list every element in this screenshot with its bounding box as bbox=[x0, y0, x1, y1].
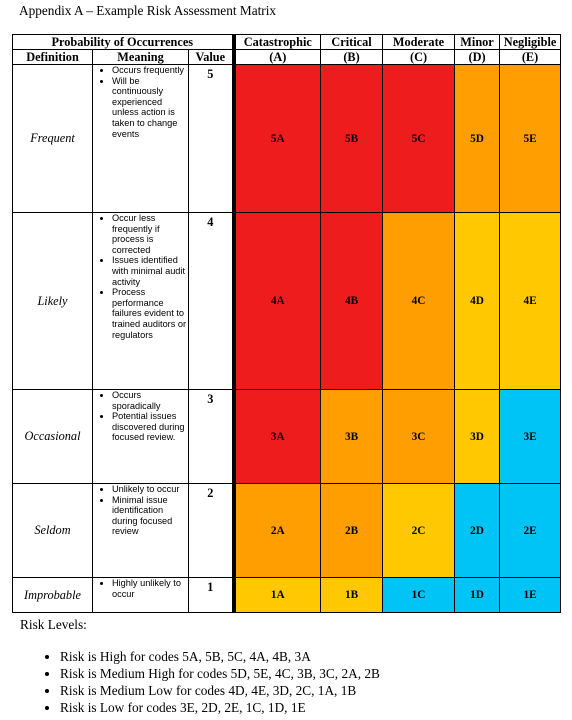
risk-cell: 2C bbox=[382, 483, 456, 578]
risk-cell: 3B bbox=[320, 389, 384, 484]
risk-cell: 3E bbox=[499, 389, 562, 484]
meaning-item: Process performance failures evident to … bbox=[112, 287, 188, 340]
value-cell: 4 bbox=[187, 212, 235, 390]
meaning-item: Minimal issue identification during focu… bbox=[112, 495, 188, 537]
matrix-row-likely: Likely Occur less frequently if process … bbox=[12, 212, 562, 390]
meaning-item: Occurs sporadically bbox=[112, 390, 188, 411]
meaning-item: Will be continuously experienced unless … bbox=[112, 76, 188, 140]
risk-cell: 3D bbox=[454, 389, 501, 484]
value-header: Value bbox=[187, 49, 235, 65]
meaning-cell: Occur less frequently if process is corr… bbox=[92, 212, 189, 390]
risk-level-item: Risk is Low for codes 3E, 2D, 2E, 1C, 1D… bbox=[60, 699, 380, 716]
severity-header-e: Negligible bbox=[499, 34, 562, 50]
risk-cell: 2E bbox=[499, 483, 562, 578]
severity-letter-c: (C) bbox=[382, 49, 456, 65]
meaning-item: Highly unlikely to occur bbox=[112, 578, 188, 599]
severity-header-c: Moderate bbox=[382, 34, 456, 50]
meaning-item: Unlikely to occur bbox=[112, 484, 188, 495]
meaning-item: Issues identified with minimal audit act… bbox=[112, 255, 188, 287]
probability-header: Probability of Occurrences bbox=[11, 34, 235, 50]
matrix-row-frequent: Frequent Occurs frequently Will be conti… bbox=[12, 64, 562, 213]
document-title: Appendix A – Example Risk Assessment Mat… bbox=[19, 3, 277, 18]
risk-cell: 2B bbox=[320, 483, 384, 578]
severity-letter-b: (B) bbox=[320, 49, 384, 65]
value-cell: 5 bbox=[187, 64, 235, 213]
risk-cell: 5E bbox=[499, 64, 562, 213]
definition-cell: Likely bbox=[12, 212, 93, 390]
meaning-cell: Occurs sporadically Potential issues dis… bbox=[92, 389, 189, 484]
risk-cell: 2D bbox=[454, 483, 501, 578]
risk-cell: 2A bbox=[231, 483, 322, 578]
risk-cell: 5D bbox=[454, 64, 501, 213]
meaning-item: Potential issues discovered during focus… bbox=[112, 411, 188, 443]
meaning-item: Occur less frequently if process is corr… bbox=[112, 213, 188, 255]
definition-header: Definition bbox=[12, 49, 93, 65]
risk-level-item: Risk is High for codes 5A, 5B, 5C, 4A, 4… bbox=[60, 648, 380, 665]
risk-level-item: Risk is Medium High for codes 5D, 5E, 4C… bbox=[60, 665, 380, 682]
risk-cell: 1B bbox=[320, 577, 384, 613]
definition-cell: Frequent bbox=[12, 64, 93, 213]
value-cell: 3 bbox=[187, 389, 235, 484]
risk-matrix-table: Probability of Occurrences Catastrophic … bbox=[11, 34, 562, 613]
risk-cell: 5A bbox=[231, 64, 322, 213]
severity-header-b: Critical bbox=[320, 34, 384, 50]
value-cell: 2 bbox=[187, 483, 235, 578]
meaning-cell: Unlikely to occur Minimal issue identifi… bbox=[92, 483, 189, 578]
risk-cell: 1E bbox=[499, 577, 562, 613]
meaning-item: Occurs frequently bbox=[112, 65, 188, 76]
risk-cell: 4A bbox=[231, 212, 322, 390]
definition-cell: Occasional bbox=[12, 389, 93, 484]
risk-cell: 1C bbox=[382, 577, 456, 613]
meaning-cell: Highly unlikely to occur bbox=[92, 577, 189, 613]
risk-cell: 4D bbox=[454, 212, 501, 390]
severity-letter-e: (E) bbox=[499, 49, 562, 65]
risk-level-item: Risk is Medium Low for codes 4D, 4E, 3D,… bbox=[60, 682, 380, 699]
matrix-row-occasional: Occasional Occurs sporadically Potential… bbox=[12, 389, 562, 484]
risk-cell: 3A bbox=[231, 389, 322, 484]
value-cell: 1 bbox=[187, 577, 235, 613]
risk-levels-list: Risk is High for codes 5A, 5B, 5C, 4A, 4… bbox=[40, 648, 380, 716]
definition-cell: Improbable bbox=[12, 577, 93, 613]
risk-cell: 1D bbox=[454, 577, 501, 613]
risk-cell: 3C bbox=[382, 389, 456, 484]
severity-header-a: Catastrophic bbox=[231, 34, 322, 50]
meaning-cell: Occurs frequently Will be continuously e… bbox=[92, 64, 189, 213]
risk-cell: 4E bbox=[499, 212, 562, 390]
risk-cell: 4C bbox=[382, 212, 456, 390]
risk-levels-heading: Risk Levels: bbox=[20, 617, 87, 632]
severity-header-d: Minor bbox=[454, 34, 501, 50]
matrix-row-seldom: Seldom Unlikely to occur Minimal issue i… bbox=[12, 483, 562, 578]
definition-cell: Seldom bbox=[12, 483, 93, 578]
meaning-header: Meaning bbox=[92, 49, 189, 65]
risk-cell: 4B bbox=[320, 212, 384, 390]
risk-cell: 5B bbox=[320, 64, 384, 213]
matrix-row-improbable: Improbable Highly unlikely to occur 1 1A… bbox=[12, 577, 562, 613]
severity-letter-d: (D) bbox=[454, 49, 501, 65]
risk-cell: 1A bbox=[231, 577, 322, 613]
severity-letter-a: (A) bbox=[231, 49, 322, 65]
risk-cell: 5C bbox=[382, 64, 456, 213]
